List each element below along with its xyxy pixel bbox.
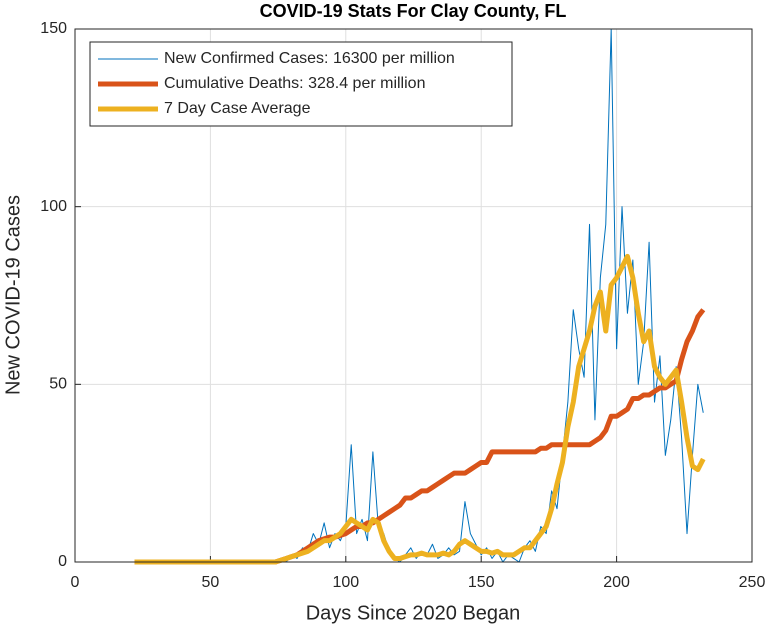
axes-box: [74, 28, 753, 563]
y-tick-label: 100: [40, 198, 67, 215]
x-axis-label: Days Since 2020 Began: [306, 602, 521, 624]
x-tick-label: 100: [332, 574, 359, 591]
x-tick-label: 250: [739, 574, 766, 591]
legend: New Confirmed Cases: 16300 per million Cu…: [89, 41, 513, 127]
legend-box: [89, 41, 513, 127]
x-tick-label: 150: [468, 574, 495, 591]
y-axis-label: New COVID-19 Cases: [2, 195, 24, 395]
x-tick-label: 50: [202, 574, 220, 591]
legend-label: Cumulative Deaths: 328.4 per million: [164, 75, 425, 92]
y-tick-label: 50: [49, 376, 67, 393]
legend-label: 7 Day Case Average: [164, 100, 311, 117]
x-tick-label: 200: [603, 574, 630, 591]
x-tick-label: 0: [71, 574, 80, 591]
chart-title: COVID-19 Stats For Clay County, FL: [260, 1, 567, 21]
y-tick-label: 0: [58, 553, 67, 570]
y-tick-label: 150: [40, 20, 67, 37]
legend-label: New Confirmed Cases: 16300 per million: [164, 50, 455, 67]
